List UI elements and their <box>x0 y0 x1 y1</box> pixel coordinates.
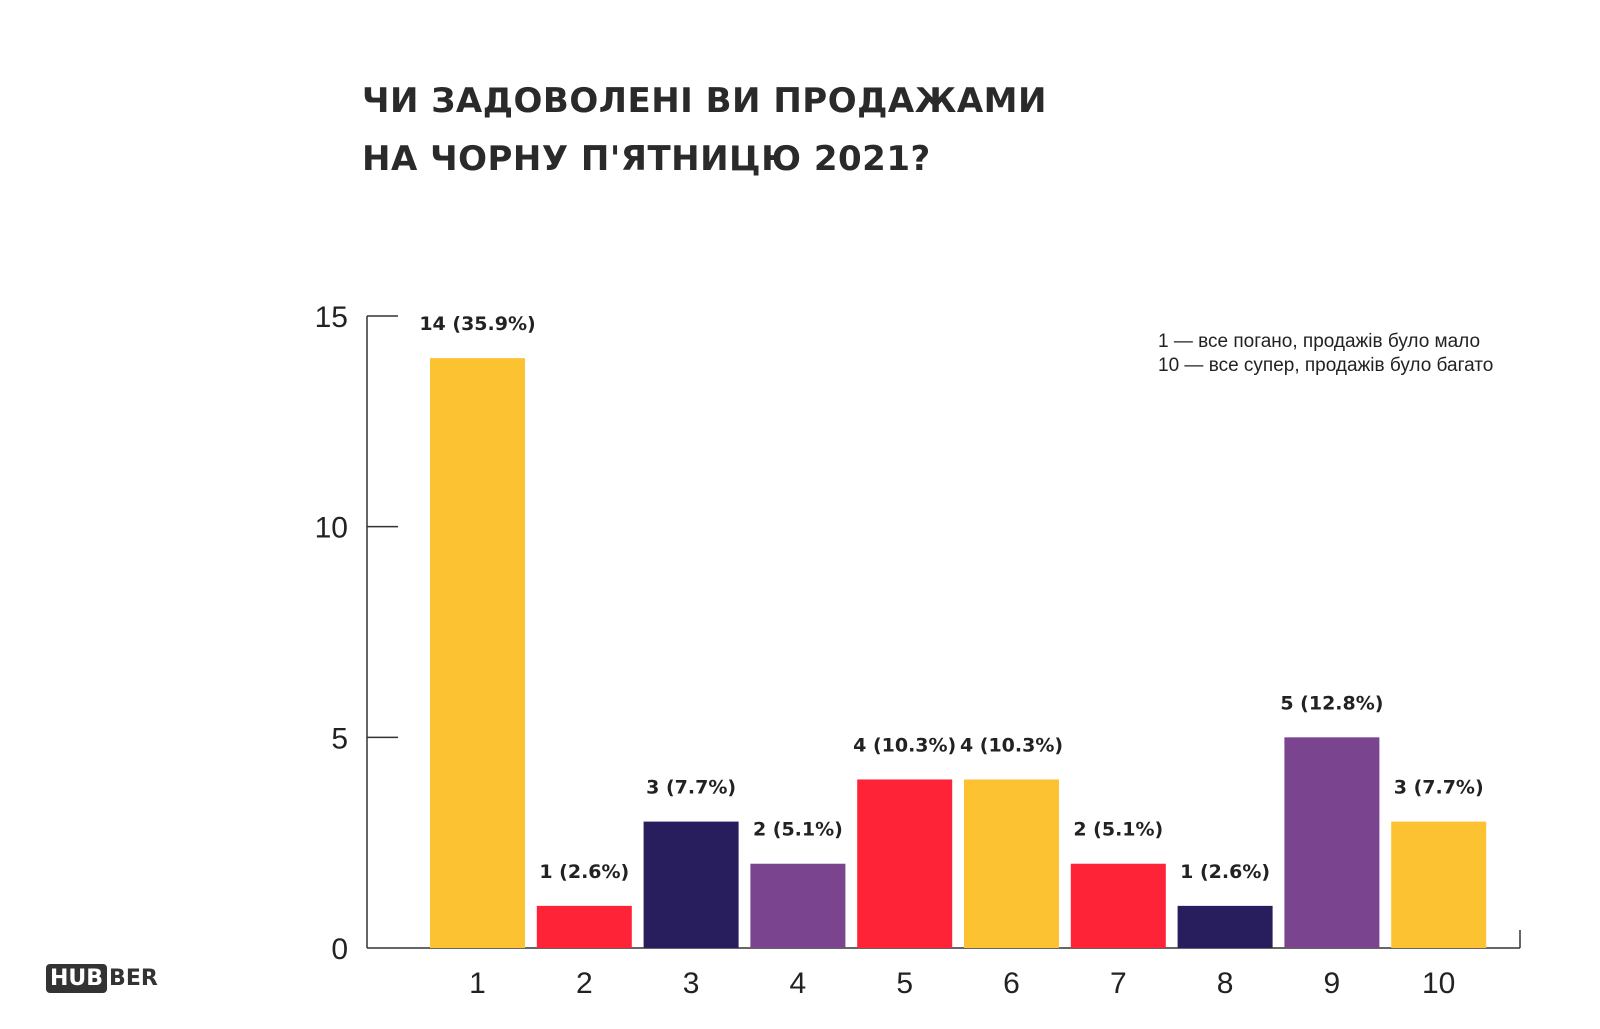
y-tick-label: 15 <box>315 301 348 334</box>
chart-title-line-1: ЧИ ЗАДОВОЛЕНІ ВИ ПРОДАЖАМИ <box>362 81 1047 121</box>
y-tick-label: 5 <box>331 722 348 755</box>
x-tick-label: 7 <box>1110 967 1127 1000</box>
x-tick-label: 1 <box>469 967 486 1000</box>
bar <box>1177 905 1273 948</box>
chart-bars <box>430 358 1487 949</box>
y-tick-label: 0 <box>331 933 348 966</box>
bar-value-label: 2 (5.1%) <box>1073 819 1163 841</box>
x-tick-label: 8 <box>1217 967 1234 1000</box>
x-tick-label: 3 <box>683 967 700 1000</box>
chart-bar-labels: 14 (35.9%) 1 (2.6%) 3 (7.7%) 2 (5.1%) 4 (10.… <box>419 313 1483 883</box>
chart-title-line-2: НА ЧОРНУ П'ЯТНИЦЮ 2021? <box>362 139 931 179</box>
x-tick-label: 2 <box>576 967 593 1000</box>
bar <box>750 863 846 948</box>
bar <box>1391 821 1487 948</box>
hubber-logo: HUB BER <box>46 964 158 993</box>
bar-value-label: 5 (12.8%) <box>1280 692 1383 714</box>
bar <box>536 905 632 948</box>
bar-value-label: 2 (5.1%) <box>753 819 843 841</box>
bar-value-label: 3 (7.7%) <box>1394 777 1484 799</box>
scale-note: 1 — все погано, продажів було мало 10 — … <box>1158 330 1493 378</box>
scale-note-line-1: 1 — все погано, продажів було мало <box>1158 331 1481 352</box>
logo-ber: BER <box>109 966 158 991</box>
bar-value-label: 1 (2.6%) <box>1180 861 1270 883</box>
bar-value-label: 4 (10.3%) <box>960 734 1063 756</box>
bar-value-label: 4 (10.3%) <box>853 734 956 756</box>
bar <box>1070 863 1166 948</box>
bar <box>964 779 1059 948</box>
y-tick-label: 10 <box>315 512 348 545</box>
bar-value-label: 1 (2.6%) <box>539 861 629 883</box>
logo-hub: HUB <box>46 964 108 993</box>
bar-value-label: 3 (7.7%) <box>646 777 736 799</box>
x-tick-label: 5 <box>896 967 913 1000</box>
x-tick-label: 4 <box>790 967 807 1000</box>
scale-note-line-2: 10 — все супер, продажів було багато <box>1158 355 1494 376</box>
x-tick-label: 10 <box>1422 967 1455 1000</box>
chart-title: ЧИ ЗАДОВОЛЕНІ ВИ ПРОДАЖАМИ НА ЧОРНУ П'ЯТ… <box>362 72 1047 188</box>
chart-axes: 0 5 10 15 1 2 3 4 5 6 7 8 9 10 <box>315 301 1521 1000</box>
x-tick-label: 6 <box>1003 967 1020 1000</box>
bar-value-label: 14 (35.9%) <box>419 313 535 335</box>
bar <box>643 821 739 948</box>
x-tick-label: 9 <box>1324 967 1341 1000</box>
bar <box>857 779 953 948</box>
bar <box>1284 737 1380 948</box>
bar <box>430 358 525 949</box>
